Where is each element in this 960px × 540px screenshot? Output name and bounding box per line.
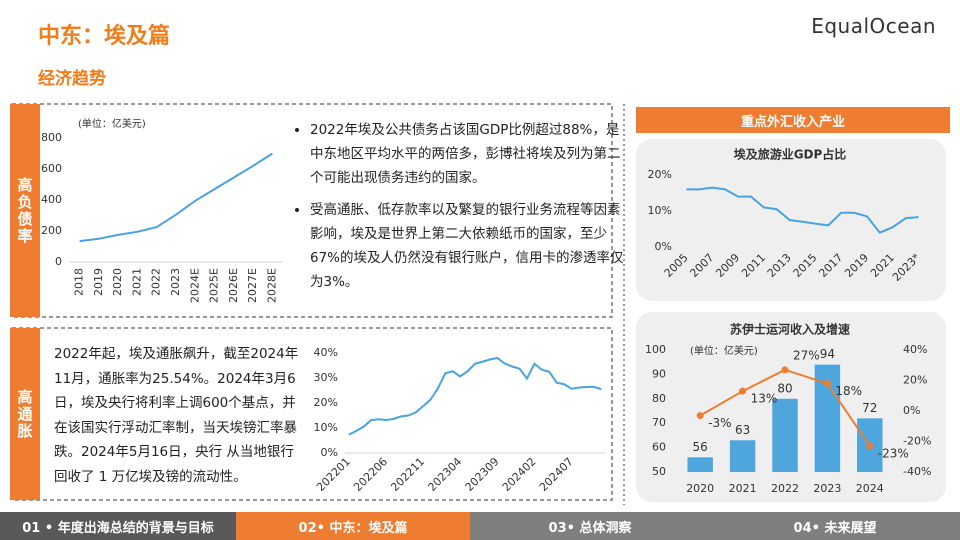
x-tick-label: 2023 <box>813 482 841 495</box>
data-label: 80 <box>777 381 792 395</box>
paragraph: 2022年起，埃及通胀飙升，截至2024年11月，通胀率为25.54%。2024… <box>54 346 299 485</box>
x-tick-label: 2022 <box>771 482 799 495</box>
panel-header: 重点外汇收入产业 <box>636 107 950 133</box>
line-point <box>866 442 874 450</box>
y-tick-label: 90 <box>652 367 666 380</box>
logo: EqualOcean <box>811 14 936 38</box>
x-tick-label: 202402 <box>500 455 539 494</box>
bar <box>687 457 713 472</box>
data-label: -23% <box>878 447 909 461</box>
y-tick-label: 40% <box>903 343 927 356</box>
line <box>686 186 919 234</box>
y-tick-label: 60 <box>652 441 666 454</box>
y-tick-label: -20% <box>903 435 931 448</box>
y-tick-label: 400 <box>41 193 62 206</box>
data-label: 94 <box>820 347 835 361</box>
x-tick-label: 2019 <box>92 268 105 296</box>
x-tick-label: 2025E <box>208 268 221 303</box>
x-tick-label: 2023 <box>169 268 182 296</box>
unit-label: (单位：亿美元) <box>690 344 758 357</box>
x-tick-label: 2021 <box>130 268 143 296</box>
section-label: 高负债率 <box>10 104 40 317</box>
y-tick-label: 30% <box>314 371 338 384</box>
line-point <box>781 366 789 374</box>
x-tick-label: 202304 <box>425 455 464 494</box>
x-tick-label: 2021 <box>729 482 757 495</box>
nav-tab[interactable]: 02• 中东：埃及篇 <box>236 512 470 540</box>
y-tick-label: 0 <box>55 255 62 268</box>
x-tick-label: 2024E <box>188 268 201 303</box>
y-tick-label: 800 <box>41 131 62 144</box>
y-tick-label: 20% <box>314 396 338 409</box>
y-tick-label: 0% <box>655 240 672 253</box>
y-tick-label: 20% <box>903 374 927 387</box>
x-tick-label: 2027E <box>246 268 259 303</box>
y-tick-label: 70 <box>652 416 666 429</box>
y-tick-label: 100 <box>645 343 666 356</box>
nav-tab[interactable]: 04• 未来展望 <box>710 512 960 540</box>
y-tick-label: 20% <box>648 168 672 181</box>
x-tick-label: 202211 <box>388 455 427 494</box>
y-tick-label: 0% <box>321 446 338 459</box>
chart-title: 苏伊士运河收入及增速 <box>730 322 850 337</box>
x-tick-label: 2026E <box>227 268 240 303</box>
y-tick-label: 80 <box>652 392 666 405</box>
unit-label: (单位：亿美元) <box>78 117 146 130</box>
y-tick-label: 0% <box>903 404 920 417</box>
nav-tab[interactable]: 01 • 年度出海总结的背景与目标 <box>0 512 236 540</box>
data-label: 18% <box>835 384 862 398</box>
x-tick-label: 202309 <box>463 455 502 494</box>
y-tick-label: 10% <box>648 204 672 217</box>
section-label: 高通胀 <box>10 328 40 500</box>
x-tick-label: 2022 <box>150 268 163 296</box>
x-tick-label: 202201 <box>314 455 353 494</box>
bullet: 受高通胀、低存款率以及繁复的银行业务流程等因素影响，埃及是世界上第二大依赖纸币的… <box>310 198 626 294</box>
nav-tab[interactable]: 03• 总体洞察 <box>470 512 710 540</box>
line <box>79 152 273 243</box>
line <box>348 356 602 436</box>
line-point <box>739 387 747 395</box>
x-tick-label: 2028E <box>265 268 278 303</box>
bar <box>729 440 756 472</box>
x-tick-label: 2018 <box>73 268 86 296</box>
data-label: 72 <box>862 401 877 415</box>
x-tick-label: 202407 <box>537 455 576 494</box>
bullet: 2022年埃及公共债务占该国GDP比例超过88%，是中东地区平均水平的两倍多，彭… <box>310 118 626 190</box>
y-tick-label: 600 <box>41 162 62 175</box>
data-label: 27% <box>793 348 820 362</box>
y-tick-label: -40% <box>903 465 931 478</box>
y-tick-label: 50 <box>652 465 666 478</box>
data-label: 13% <box>751 392 778 406</box>
page-subtitle: 经济趋势 <box>38 69 106 89</box>
y-tick-label: 10% <box>314 421 338 434</box>
y-tick-label: 200 <box>41 224 62 237</box>
line-point <box>823 380 831 388</box>
data-label: 63 <box>735 423 750 437</box>
chart-title: 埃及旅游业GDP占比 <box>734 147 847 162</box>
x-tick-label: 2020 <box>111 268 124 296</box>
x-tick-label: 2024 <box>856 482 884 495</box>
line-point <box>696 412 704 420</box>
x-tick-label: 2020 <box>686 482 714 495</box>
bar <box>772 398 798 472</box>
bullet-list: 2022年埃及公共债务占该国GDP比例超过88%，是中东地区平均水平的两倍多，彭… <box>292 118 626 302</box>
x-tick-label: 202206 <box>351 455 390 494</box>
data-label: -3% <box>708 416 731 430</box>
page-title: 中东：埃及篇 <box>38 24 171 49</box>
y-tick-label: 40% <box>314 346 338 359</box>
data-label: 56 <box>693 440 708 454</box>
